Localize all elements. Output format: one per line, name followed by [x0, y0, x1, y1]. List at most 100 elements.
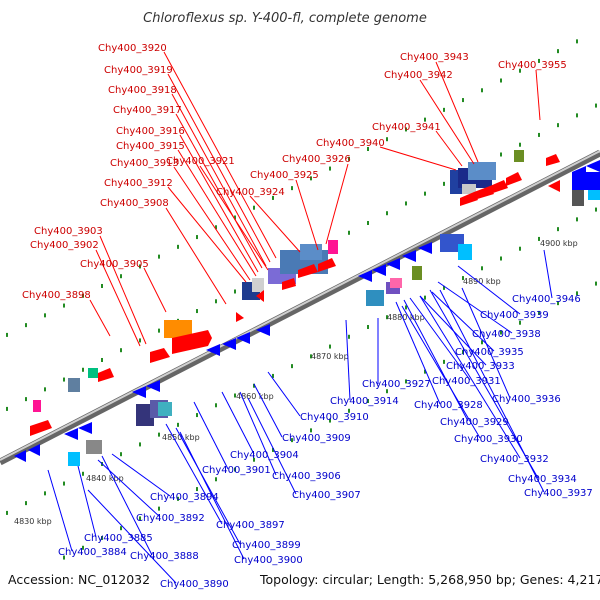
- gene-arrow: [64, 428, 78, 440]
- tick-mark: [215, 225, 217, 230]
- leader-line: [199, 165, 269, 271]
- leader-line: [143, 267, 167, 313]
- tick-mark: [196, 309, 198, 314]
- gene-arrow: [402, 250, 416, 262]
- tick-mark: [576, 113, 578, 118]
- tick-mark: [538, 236, 540, 241]
- gene-label: Chy400_3884: [58, 547, 127, 558]
- tick-mark: [386, 315, 388, 320]
- gene-label: Chy400_3894: [150, 492, 219, 503]
- tick-mark: [405, 201, 407, 206]
- gene-arrow: [386, 258, 400, 270]
- gene-block: [366, 290, 384, 306]
- tick-mark: [443, 359, 445, 364]
- tick-mark: [234, 393, 236, 398]
- leader-line: [345, 319, 351, 401]
- leader-line: [179, 431, 245, 560]
- leader-line: [409, 297, 471, 381]
- tick-mark: [595, 103, 597, 108]
- tick-mark: [310, 428, 312, 433]
- gene-block: [514, 150, 524, 162]
- tick-mark: [253, 457, 255, 462]
- gene-label: Chy400_3890: [160, 579, 229, 590]
- gene-label: Chy400_3927: [362, 379, 431, 390]
- gene-label: Chy400_3898: [22, 290, 91, 301]
- leader-line: [77, 465, 97, 538]
- tick-mark: [500, 78, 502, 83]
- leader-line: [87, 489, 177, 584]
- tick-mark: [82, 471, 84, 476]
- tick-mark: [234, 215, 236, 220]
- gene-label: Chy400_3932: [480, 454, 549, 465]
- gene-label: Chy400_3918: [108, 85, 177, 96]
- tick-mark: [348, 156, 350, 161]
- tick-mark: [348, 408, 350, 413]
- gene-block: [164, 320, 192, 338]
- tick-mark: [158, 254, 160, 259]
- leader-line: [193, 401, 229, 470]
- gene-label: Chy400_3903: [34, 226, 103, 237]
- tick-mark: [405, 305, 407, 310]
- gene-label: Chy400_3908: [100, 198, 169, 209]
- gene-arrow: [506, 172, 522, 186]
- tick-mark: [405, 127, 407, 132]
- gene-arrow: [572, 166, 586, 178]
- gene-label: Chy400_3919: [104, 65, 173, 76]
- gene-label: Chy400_3916: [116, 126, 185, 137]
- leader-line: [247, 397, 297, 495]
- leader-line: [295, 179, 319, 251]
- tick-mark: [443, 285, 445, 290]
- tick-mark: [310, 176, 312, 181]
- leader-line: [461, 287, 511, 399]
- gene-label: Chy400_3899: [232, 540, 301, 551]
- gene-label: Chy400_3905: [80, 259, 149, 270]
- tick-mark: [234, 289, 236, 294]
- gene-arrow: [372, 264, 386, 276]
- tick-mark: [595, 281, 597, 286]
- tick-mark: [253, 205, 255, 210]
- tick-mark: [177, 496, 179, 501]
- gene-label: Chy400_3934: [508, 474, 577, 485]
- genome-summary-text: Topology: circular; Length: 5,268,950 bp…: [259, 572, 600, 587]
- leader-line: [175, 113, 263, 269]
- leader-line: [99, 235, 147, 345]
- gene-label: Chy400_3921: [166, 156, 235, 167]
- gene-label: Chy400_3917: [113, 105, 182, 116]
- tick-mark: [519, 142, 521, 147]
- gene-label: Chy400_3930: [454, 434, 523, 445]
- tick-mark: [101, 535, 103, 540]
- leader-line: [249, 195, 301, 253]
- gene-label: Chy400_3929: [440, 417, 509, 428]
- tick-mark: [272, 447, 274, 452]
- leader-line: [435, 61, 479, 163]
- gene-label: Chy400_3915: [116, 141, 185, 152]
- tick-mark: [424, 295, 426, 300]
- tick-mark: [215, 477, 217, 482]
- tick-mark: [576, 39, 578, 44]
- leader-line: [253, 383, 283, 438]
- tick-mark: [253, 383, 255, 388]
- tick-mark: [386, 389, 388, 394]
- tick-mark: [63, 555, 65, 560]
- tick-mark: [367, 398, 369, 403]
- tick-mark: [158, 328, 160, 333]
- tick-mark: [101, 357, 103, 362]
- tick-mark: [500, 256, 502, 261]
- gene-label: Chy400_3943: [400, 52, 469, 63]
- gene-arrow: [98, 368, 114, 382]
- leader-line: [535, 69, 541, 121]
- gene-block: [88, 368, 98, 378]
- tick-mark: [386, 211, 388, 216]
- tick-mark: [63, 303, 65, 308]
- tick-mark: [481, 266, 483, 271]
- tick-mark: [462, 98, 464, 103]
- gene-label: Chy400_3888: [130, 551, 199, 562]
- leader-line: [325, 163, 349, 245]
- tick-mark: [120, 452, 122, 457]
- leader-line: [111, 453, 171, 497]
- gene-label: Chy400_3942: [384, 70, 453, 81]
- leader-line: [439, 289, 545, 493]
- gene-arrow: [546, 154, 560, 166]
- tick-mark: [139, 442, 141, 447]
